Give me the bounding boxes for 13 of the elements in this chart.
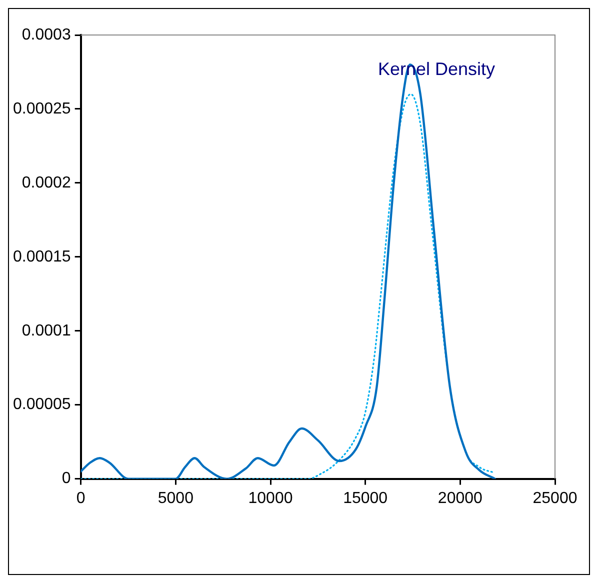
y-tick-label: 0.00015 — [12, 248, 71, 266]
x-tick-label: 10000 — [248, 490, 293, 507]
y-tick-label: 0 — [62, 470, 71, 488]
y-tick-label: 0.00005 — [12, 396, 71, 414]
y-tick-label: 0.00025 — [12, 100, 71, 118]
x-tick-label: 0 — [76, 490, 86, 507]
y-tick-label: 0.0002 — [22, 174, 71, 192]
x-tick-label: 5000 — [158, 490, 194, 507]
x-tick-label: 15000 — [343, 490, 388, 507]
y-tick-label: 0.0001 — [22, 322, 71, 340]
x-tick-label: 25000 — [532, 490, 578, 507]
x-tick-label: 20000 — [438, 490, 483, 507]
y-tick-label: 0.0003 — [22, 26, 71, 44]
